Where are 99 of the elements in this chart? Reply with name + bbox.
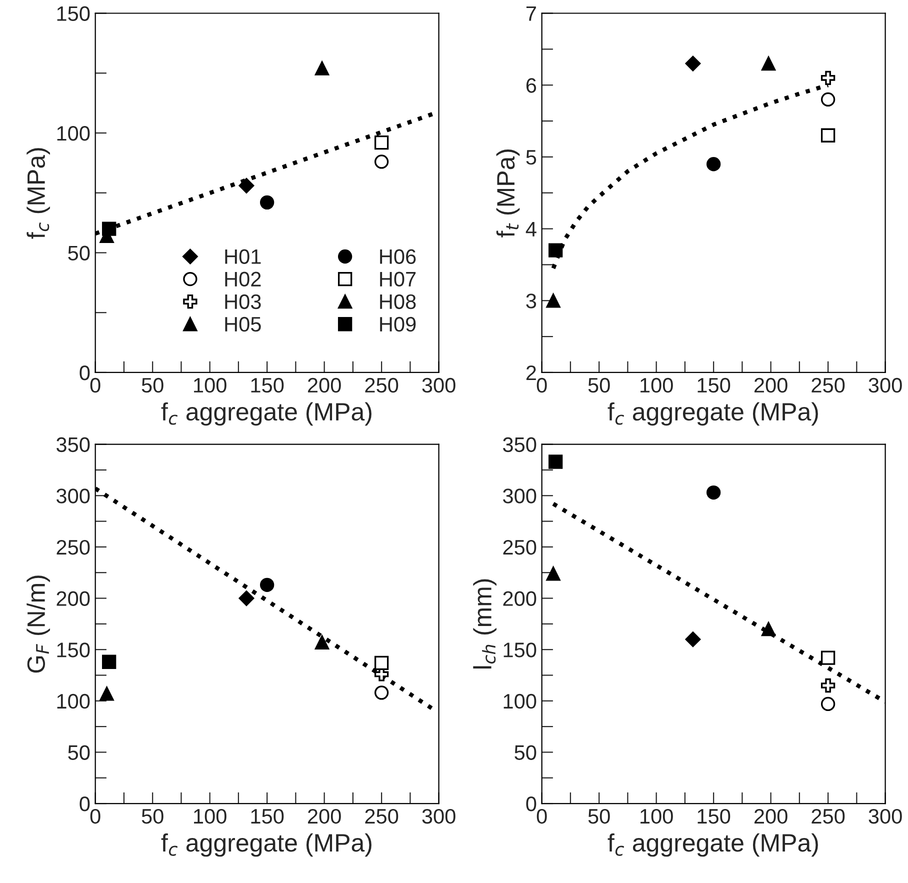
y-axis-title: f$_{t}$ (MPa) <box>496 150 520 238</box>
point <box>100 686 114 701</box>
x-tick-label: 150 <box>698 808 730 824</box>
y-tick-label: 6 <box>526 78 536 93</box>
legend-label: H08 <box>380 294 416 310</box>
x-tick-label: 200 <box>308 808 341 824</box>
point <box>102 222 116 236</box>
point <box>761 622 776 636</box>
y-tick-label: 0 <box>526 796 536 812</box>
point <box>546 294 560 308</box>
point <box>374 154 389 169</box>
x-tick-label: 200 <box>308 378 341 393</box>
x-axis-title: f$_{c}$ aggregate (MPa) <box>608 402 818 426</box>
y-tick-label: 250 <box>503 540 536 555</box>
x-tick-label: 50 <box>588 808 610 824</box>
y-tick-label: 0 <box>80 365 90 380</box>
legend-label: H02 <box>225 272 261 287</box>
point <box>548 243 563 258</box>
point <box>260 578 274 592</box>
y-axis-title: G$_{F}$ (N/m) <box>26 576 50 673</box>
point <box>314 61 330 76</box>
x-tick-label: 200 <box>754 808 788 824</box>
legend-label: H01 <box>225 249 261 264</box>
x-tick-label: 0 <box>536 378 547 393</box>
point <box>820 128 836 142</box>
point <box>546 566 560 581</box>
point <box>820 678 836 693</box>
x-tick-label: 300 <box>868 378 902 393</box>
x-tick-label: 300 <box>422 378 456 393</box>
point <box>685 56 701 72</box>
x-tick-label: 0 <box>90 378 100 393</box>
x-tick-label: 250 <box>812 378 845 393</box>
y-tick-label: 2 <box>526 365 536 380</box>
x-tick-label: 50 <box>588 378 610 393</box>
y-tick-label: 7 <box>526 6 536 21</box>
x-tick-label: 250 <box>365 378 398 393</box>
y-tick-label: 150 <box>504 642 536 658</box>
y-tick-label: 200 <box>56 591 90 606</box>
y-tick-label: 350 <box>503 437 536 452</box>
point <box>761 56 776 71</box>
x-tick-label: 100 <box>640 378 673 393</box>
y-axis-title: f$_{c}$ (MPa) <box>26 148 50 239</box>
point <box>820 696 836 712</box>
point <box>260 195 274 210</box>
x-tick-label: 150 <box>698 378 730 393</box>
y-tick-label: 300 <box>503 488 536 504</box>
point <box>548 454 563 469</box>
y-tick-label: 0 <box>80 796 90 812</box>
x-tick-label: 200 <box>754 378 788 393</box>
y-axis-title: l$_{ch}$ (mm) <box>473 579 496 668</box>
y-tick-label: 250 <box>56 540 90 555</box>
point <box>374 686 389 700</box>
x-tick-label: 150 <box>251 378 284 393</box>
legend-label: H07 <box>380 272 416 287</box>
y-tick-label: 50 <box>68 246 90 260</box>
x-tick-label: 50 <box>142 808 164 824</box>
x-axis-title: f$_{c}$ aggregate (MPa) <box>161 402 372 426</box>
legend-label: H09 <box>380 316 416 332</box>
y-tick-label: 5 <box>526 150 536 165</box>
x-tick-label: 50 <box>142 378 164 393</box>
y-tick-label: 150 <box>57 642 90 658</box>
legend-label: H05 <box>225 316 261 332</box>
point <box>238 590 254 606</box>
point <box>820 70 836 85</box>
point <box>820 650 836 665</box>
point <box>374 656 389 670</box>
y-tick-label: 100 <box>504 694 536 709</box>
x-tick-label: 100 <box>194 808 226 824</box>
legend-label: H03 <box>225 294 261 310</box>
x-tick-label: 250 <box>812 808 845 824</box>
y-tick-label: 50 <box>68 745 90 760</box>
y-tick-label: 150 <box>57 6 90 21</box>
y-tick-label: 100 <box>57 694 90 709</box>
y-tick-label: 350 <box>56 437 90 452</box>
point <box>102 654 116 669</box>
point <box>706 157 721 172</box>
point <box>238 178 254 194</box>
point <box>374 135 389 150</box>
x-tick-label: 250 <box>365 808 398 824</box>
x-axis-title: f$_{c}$ aggregate (MPa) <box>161 833 372 857</box>
y-tick-label: 50 <box>514 745 536 760</box>
x-tick-label: 100 <box>194 378 226 393</box>
point <box>706 485 721 500</box>
point <box>314 635 330 650</box>
x-tick-label: 300 <box>868 808 902 824</box>
legend-label: H06 <box>380 249 416 264</box>
x-tick-label: 300 <box>422 808 456 824</box>
y-tick-label: 3 <box>526 294 536 308</box>
x-tick-label: 150 <box>251 808 284 824</box>
y-tick-label: 100 <box>57 126 90 141</box>
y-tick-label: 200 <box>503 591 536 606</box>
x-tick-label: 0 <box>536 808 547 824</box>
point <box>820 92 836 107</box>
x-axis-title: f$_{c}$ aggregate (MPa) <box>608 833 818 857</box>
x-tick-label: 100 <box>640 808 673 824</box>
x-tick-label: 0 <box>90 808 100 824</box>
y-tick-label: 300 <box>56 488 90 504</box>
point <box>685 632 701 648</box>
y-tick-label: 4 <box>526 222 536 236</box>
